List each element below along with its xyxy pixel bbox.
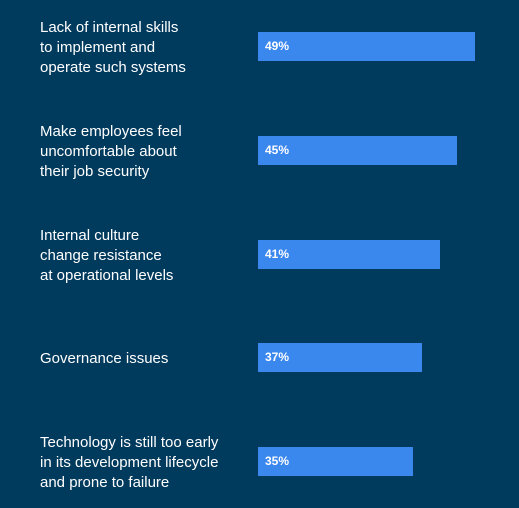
bar: 41% xyxy=(258,240,440,269)
data-label: 49% xyxy=(265,39,290,53)
category-label: Make employees feel uncomfortable about … xyxy=(40,122,182,180)
bar: 37% xyxy=(258,343,422,372)
bar: 49% xyxy=(258,32,475,61)
category-label: Lack of internal skills to implement and… xyxy=(40,18,186,76)
data-label: 41% xyxy=(265,247,290,261)
data-label: 35% xyxy=(265,454,290,468)
data-label: 37% xyxy=(265,350,290,364)
category-label: Internal culture change resistance at op… xyxy=(40,226,174,284)
category-label: Technology is still too early in its dev… xyxy=(40,433,219,491)
data-label: 45% xyxy=(265,143,290,157)
category-label: Governance issues xyxy=(40,349,169,367)
bar: 45% xyxy=(258,136,457,165)
bar: 35% xyxy=(258,447,413,476)
